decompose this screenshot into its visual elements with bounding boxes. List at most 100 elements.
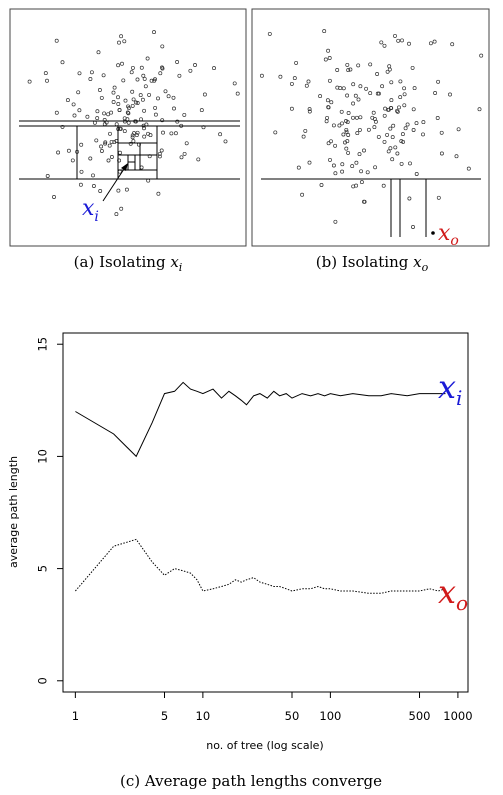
panel-b-point-label: xo: [438, 221, 459, 249]
scatter-point: [199, 108, 204, 113]
scatter-point: [169, 131, 174, 136]
scatter-point: [345, 62, 350, 67]
chart-series-labels: xi xo: [438, 368, 468, 615]
scatter-point: [99, 95, 104, 100]
scatter-point: [96, 50, 101, 55]
scatter-point: [88, 77, 93, 81]
scatter-point: [331, 163, 336, 168]
scatter-point: [340, 169, 345, 174]
scatter-point: [166, 94, 171, 99]
scatter-point: [319, 183, 324, 187]
scatter-point: [54, 110, 59, 115]
scatter-point: [149, 78, 154, 83]
scatter-point: [123, 98, 128, 103]
scatter-point: [142, 76, 147, 81]
scatter-point: [126, 120, 131, 125]
x-tick-label: 5: [161, 709, 168, 723]
scatter-point: [130, 135, 135, 140]
scatter-point: [345, 139, 350, 144]
scatter-point: [339, 109, 344, 114]
scatter-point: [109, 155, 114, 159]
scatter-point: [318, 94, 323, 99]
scatter-point: [386, 149, 391, 154]
scatter-point: [435, 116, 440, 120]
scatter-point: [95, 116, 100, 121]
scatter-point: [235, 91, 240, 96]
scatter-point: [414, 121, 419, 126]
scatter-point: [91, 173, 95, 178]
scatter-point: [387, 64, 392, 69]
scatter-point: [76, 90, 81, 95]
scatter-point: [56, 150, 61, 155]
scatter-point: [373, 165, 378, 170]
scatter-point: [289, 81, 294, 86]
scatter-point: [326, 141, 331, 146]
scatter-point: [116, 63, 121, 68]
x-tick-label: 100: [319, 709, 341, 723]
scatter-point: [153, 105, 158, 110]
scatter-point: [351, 115, 355, 120]
scatter-point: [346, 133, 351, 137]
scatter-point: [346, 150, 351, 155]
scatter-point: [179, 155, 184, 160]
panel-b-caption: (b) Isolating xo: [316, 253, 429, 274]
scatter-point: [421, 132, 425, 137]
x-tick-label: 10: [196, 709, 211, 723]
scatter-point: [398, 79, 403, 84]
panel-a-points: [27, 30, 240, 217]
scatter-point: [54, 38, 59, 43]
scatter-point: [372, 117, 377, 121]
scatter-point: [296, 165, 301, 170]
scatter-point: [114, 212, 119, 217]
scatter-point: [139, 65, 144, 70]
scatter-point: [402, 103, 407, 108]
x-tick-label: 50: [285, 709, 300, 723]
scatter-point: [160, 118, 165, 123]
scatter-point: [371, 110, 376, 115]
scatter-point: [322, 29, 327, 34]
scatter-point: [182, 151, 187, 156]
series-line-xi: [75, 381, 446, 458]
scatter-point: [389, 80, 394, 85]
scatter-point: [327, 78, 332, 83]
scatter-point: [140, 97, 145, 102]
scatter-point: [477, 107, 482, 112]
scatter-point: [385, 69, 390, 74]
x-tick-label: 1: [72, 709, 79, 723]
scatter-point: [289, 106, 294, 111]
scatter-point: [135, 101, 140, 105]
scatter-point: [111, 100, 116, 104]
scatter-point: [346, 68, 351, 73]
scatter-point: [109, 110, 114, 115]
y-tick-label: 0: [36, 677, 50, 684]
scatter-point: [358, 115, 363, 120]
scatter-point: [393, 33, 397, 38]
scatter-point: [112, 85, 117, 90]
scatter-point: [88, 156, 93, 161]
scatter-point: [306, 79, 311, 84]
scatter-point: [412, 86, 417, 91]
scatter-point: [128, 141, 133, 146]
scatter-point: [375, 91, 380, 96]
scatter-point: [362, 199, 366, 204]
scatter-point: [130, 103, 135, 108]
scatter-point: [77, 108, 82, 113]
scatter-point: [94, 138, 99, 143]
scatter-point: [324, 119, 329, 124]
scatter-point: [456, 127, 461, 132]
series-label-xi: xi: [438, 368, 462, 410]
scatter-point: [448, 92, 452, 97]
scatter-point: [70, 158, 75, 163]
scatter-point: [411, 107, 416, 112]
scatter-point: [359, 169, 364, 174]
scatter-point: [52, 195, 56, 199]
scatter-point: [60, 60, 65, 65]
scatter-point: [385, 132, 390, 137]
scatter-point: [160, 66, 165, 71]
scatter-point: [117, 108, 122, 113]
scatter-point: [102, 111, 107, 116]
scatter-point: [344, 129, 349, 134]
scatter-point: [232, 81, 237, 86]
